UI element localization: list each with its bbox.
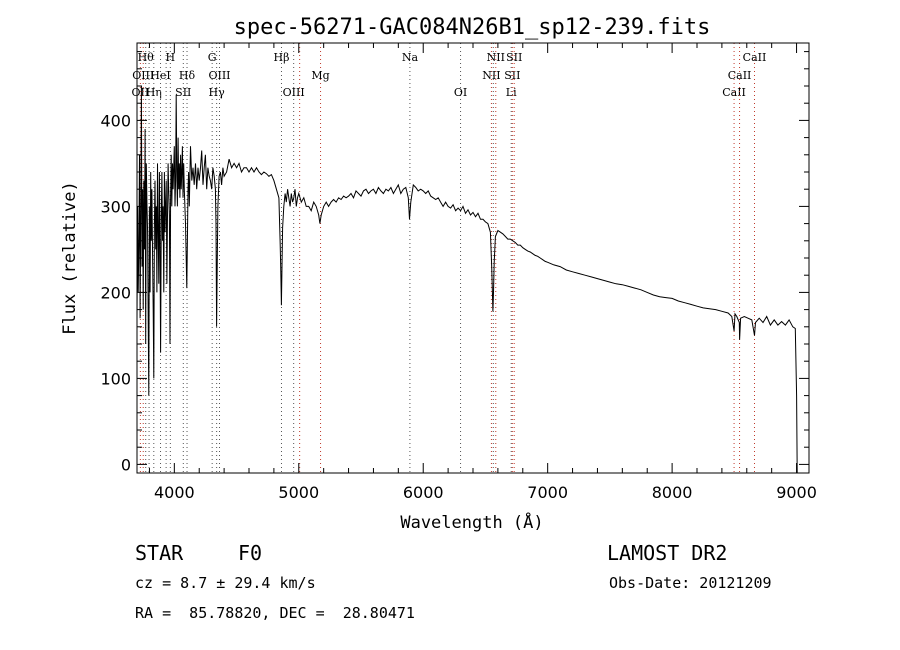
x-tick-label-7000: 7000: [527, 483, 568, 502]
chart-title: spec-56271-GAC084N26B1_sp12-239.fits: [234, 15, 711, 40]
line-label-11: Hγ: [209, 86, 226, 99]
coordinates: RA = 85.78820, DEC = 28.80471: [135, 604, 415, 622]
y-tick-label-100: 100: [100, 369, 131, 388]
line-label-21: NII: [487, 51, 505, 64]
series-line-flux: [136, 85, 798, 474]
line-label-23: SII: [504, 69, 520, 82]
survey-name: LAMOST DR2: [607, 541, 728, 565]
x-axis-label: Wavelength (Å): [400, 511, 543, 533]
line-label-13: Hβ: [274, 51, 290, 64]
line-label-14: OIII: [283, 86, 305, 99]
line-label-17: Na: [402, 51, 419, 64]
x-tick-label-5000: 5000: [278, 483, 319, 502]
line-label-16: Mg: [311, 69, 329, 82]
x-tick-label-6000: 6000: [403, 483, 444, 502]
line-label-5: HeI: [150, 69, 170, 82]
line-label-10: G: [208, 51, 217, 64]
x-tick-label-9000: 9000: [776, 483, 817, 502]
line-label-12: OIII: [208, 69, 230, 82]
object-class: STAR: [135, 541, 184, 565]
x-tick-label-8000: 8000: [652, 483, 693, 502]
plot-frame: [136, 42, 810, 474]
line-label-4: Hη: [146, 86, 162, 99]
redshift-cz: cz = 8.7 ± 29.4 km/s: [135, 574, 316, 592]
object-subclass: F0: [238, 541, 263, 565]
y-tick-label-400: 400: [100, 111, 131, 130]
line-label-9: Hδ: [179, 69, 196, 82]
line-label-25: CaII: [722, 86, 746, 99]
spectral-line-markers: OII OIII Hθ Hη HeI H SII Hδ G Hγ OIII Hβ OIII Mg Na OI N…: [132, 43, 767, 473]
y-tick-label-200: 200: [100, 283, 131, 302]
line-label-8: SII: [175, 86, 191, 99]
x-tick-label-4000: 4000: [154, 483, 195, 502]
line-label-2: Hθ: [138, 51, 155, 64]
line-label-0: OII: [132, 86, 150, 99]
y-axis-label: Flux (relative): [60, 181, 80, 335]
line-label-19: NII: [482, 69, 500, 82]
line-label-24: SII: [506, 51, 522, 64]
line-label-27: CaII: [743, 51, 767, 64]
observation-date: Obs-Date: 20121209: [609, 574, 772, 592]
line-label-1: OIII: [132, 69, 154, 82]
y-tick-label-0: 0: [121, 455, 131, 474]
line-label-7: H: [166, 51, 176, 64]
line-label-26: CaII: [728, 69, 752, 82]
y-tick-label-300: 300: [100, 197, 131, 216]
line-label-22: Li: [506, 86, 517, 99]
axis-ticks: 4000 5000 6000 7000 8000 9000 0 100 200 300 400: [100, 43, 817, 502]
line-label-18: OI: [454, 86, 467, 99]
